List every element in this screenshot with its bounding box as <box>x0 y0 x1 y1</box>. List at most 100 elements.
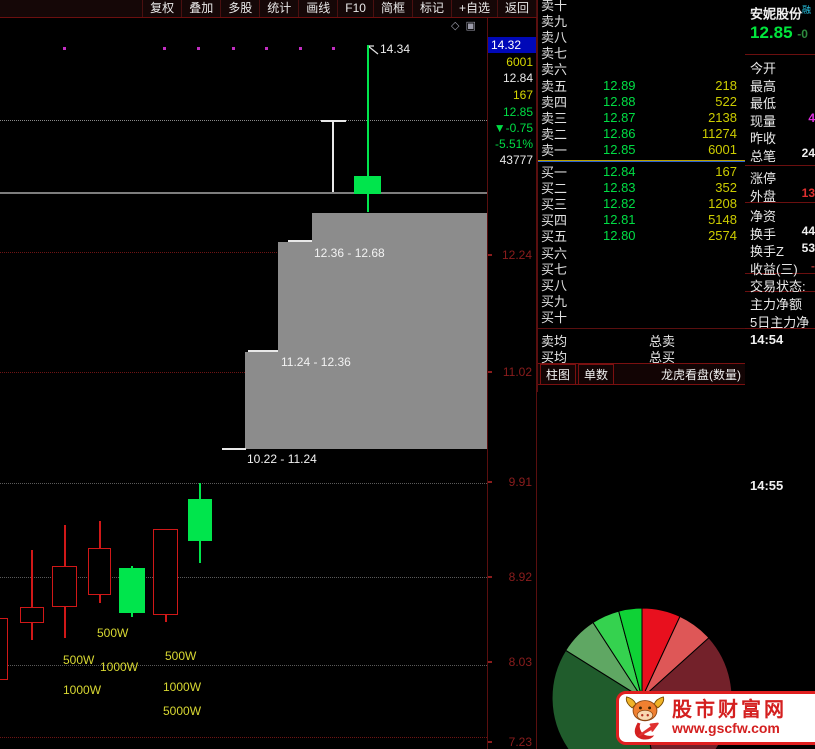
toolbar-item-简框[interactable]: 简框 <box>372 0 412 17</box>
toolbar-item-标记[interactable]: 标记 <box>411 0 451 17</box>
orderbook-row[interactable]: 买三 12.82 1208 <box>538 195 745 212</box>
quote-value: 6001 <box>506 55 533 69</box>
level-label: 卖三 <box>541 110 568 126</box>
orderbook-row[interactable]: 买七 <box>538 260 745 277</box>
level-volume: 11274 <box>701 126 737 142</box>
candle-body <box>0 618 8 680</box>
timestamp-1: 14:54 <box>750 332 784 347</box>
marker-dot <box>332 47 335 50</box>
toolbar-item-叠加[interactable]: 叠加 <box>181 0 220 17</box>
info-divider <box>745 165 815 166</box>
watermark-url[interactable]: www.gscfw.com <box>672 720 780 737</box>
orderbook-row[interactable]: 买四 12.81 5148 <box>538 212 745 228</box>
orderbook-row[interactable]: 卖九 <box>538 12 745 29</box>
orderbook-row[interactable]: 买一 12.84 167 <box>538 163 745 180</box>
profile-step-line <box>248 350 278 352</box>
orderbook-row[interactable]: 买二 12.83 352 <box>538 179 745 196</box>
quote-value: 167 <box>512 88 533 102</box>
info-value: 4 <box>808 110 815 125</box>
axis-price-label: 11.02 <box>502 365 532 379</box>
level-price: 12.82 <box>603 195 636 211</box>
level-label: 买四 <box>541 213 568 229</box>
last-price-value: 12.85 <box>750 23 793 42</box>
main-candle-body <box>354 176 381 194</box>
candle-body <box>52 566 77 607</box>
toolbar-item-画线[interactable]: 画线 <box>298 0 337 17</box>
orderbook-row[interactable]: 卖八 <box>538 28 745 45</box>
orderbook-row[interactable]: 买十 <box>538 309 745 325</box>
level-volume: 6001 <box>708 142 737 158</box>
info-value: 44 <box>801 223 815 238</box>
stock-info-panel: 安妮股份融 12.85 -0 今开 最高 最低 现量 4 昨收 总笔 24 涨停 外盘 13 净资 换手… <box>745 0 815 749</box>
orderbook-row[interactable]: 买六 <box>538 244 745 261</box>
diamond-icon[interactable]: ◇ <box>451 20 466 32</box>
toolbar-item-多股[interactable]: 多股 <box>220 0 259 17</box>
marker-dot <box>265 47 268 50</box>
orderbook-row[interactable]: 卖三 12.87 2138 <box>538 109 745 126</box>
level-volume: 167 <box>715 163 737 179</box>
orderbook-row[interactable]: 买九 <box>538 293 745 309</box>
tab-单数[interactable]: 单数 <box>578 363 615 385</box>
toolbar-item-统计[interactable]: 统计 <box>259 0 298 17</box>
level-label: 卖二 <box>541 127 568 143</box>
orderbook-row[interactable]: 卖四 12.88 522 <box>538 93 745 110</box>
top-toolbar: 复权 叠加 多股 统计 画线 F10 简框 标记 +自选 返回 <box>0 0 537 18</box>
candle-wick <box>31 550 33 640</box>
level-volume: 2138 <box>708 109 737 125</box>
level-label: 卖一 <box>541 143 568 159</box>
orderbook-row[interactable]: 卖二 12.86 11274 <box>538 126 745 142</box>
level-label: 买九 <box>541 294 568 310</box>
quote-value: 12.84 <box>502 71 533 85</box>
profile-range-label: 10.22 - 11.24 <box>247 452 317 466</box>
measure-marker-stem <box>332 120 334 192</box>
info-row-净资: 净资 <box>750 209 777 224</box>
gridline <box>0 252 487 253</box>
info-divider <box>745 328 815 329</box>
axis-tick <box>488 741 492 743</box>
selected-price-cell[interactable]: 14.32 <box>488 37 536 53</box>
avg-row: 买均 总买 <box>538 347 745 366</box>
toolbar-item-复权[interactable]: 复权 <box>142 0 181 17</box>
level-price: 12.80 <box>603 228 636 244</box>
info-divider <box>745 273 815 274</box>
info-value: 13 <box>801 185 815 200</box>
orderbook-row[interactable]: 卖七 <box>538 45 745 61</box>
orderbook-row[interactable]: 买五 12.80 2574 <box>538 228 745 244</box>
info-row-外盘: 外盘 13 <box>750 185 815 204</box>
info-divider <box>745 291 815 292</box>
level-volume: 522 <box>715 93 737 109</box>
orderbook-row[interactable]: 卖十 <box>538 0 745 13</box>
kline-volume-profile-chart[interactable]: 14.34 12.36 - 12.68 11.24 - 12.36 10.22 - … <box>0 18 487 749</box>
orderbook-row[interactable]: 卖六 <box>538 61 745 77</box>
level-label: 买三 <box>541 196 568 212</box>
orderbook-row[interactable]: 卖五 12.89 218 <box>538 77 745 94</box>
toolbar-item-返回[interactable]: 返回 <box>496 0 537 17</box>
volume-profile-box <box>312 213 487 242</box>
tab-柱图[interactable]: 柱图 <box>540 363 577 385</box>
level-price: 12.85 <box>603 142 636 158</box>
volume-label: 500W <box>63 653 95 667</box>
level-volume: 1208 <box>708 195 737 211</box>
tab-dragon-tiger-label[interactable]: 龙虎看盘(数量) <box>661 367 741 382</box>
level-price: 12.88 <box>603 93 636 109</box>
main-candle-wick <box>367 45 369 212</box>
orderbook-row[interactable]: 买八 <box>538 276 745 293</box>
level-label: 卖四 <box>541 94 568 110</box>
high-price-annotation: 14.34 <box>364 42 410 56</box>
toolbar-item-+自选[interactable]: +自选 <box>450 0 497 17</box>
info-value: 53 <box>801 241 815 255</box>
toolbar-item-F10[interactable]: F10 <box>337 0 373 17</box>
gridline <box>0 120 487 121</box>
level-label: 买六 <box>541 245 568 261</box>
split-window-icon[interactable]: ▣ <box>465 20 482 32</box>
price-change-partial: -0 <box>797 27 808 41</box>
stock-name: 安妮股份融 <box>750 3 811 22</box>
marker-dot <box>197 47 200 50</box>
order-book-panel: 柱图 单数 龙虎看盘(数量) 卖十 卖九 卖八 卖七 卖六 卖五 12.89 218 卖四 12.88… <box>537 0 745 392</box>
price-axis-strip: 14.32 6001 12.84 167 12.85 ▼-0.75 -5.51% 43777… <box>487 18 537 749</box>
orderbook-row[interactable]: 卖一 12.85 6001 <box>538 142 745 158</box>
volume-label: 500W <box>165 649 197 663</box>
level-price: 12.81 <box>603 212 636 228</box>
info-divider <box>745 54 815 55</box>
watermark-title: 股市财富网 <box>672 699 787 722</box>
